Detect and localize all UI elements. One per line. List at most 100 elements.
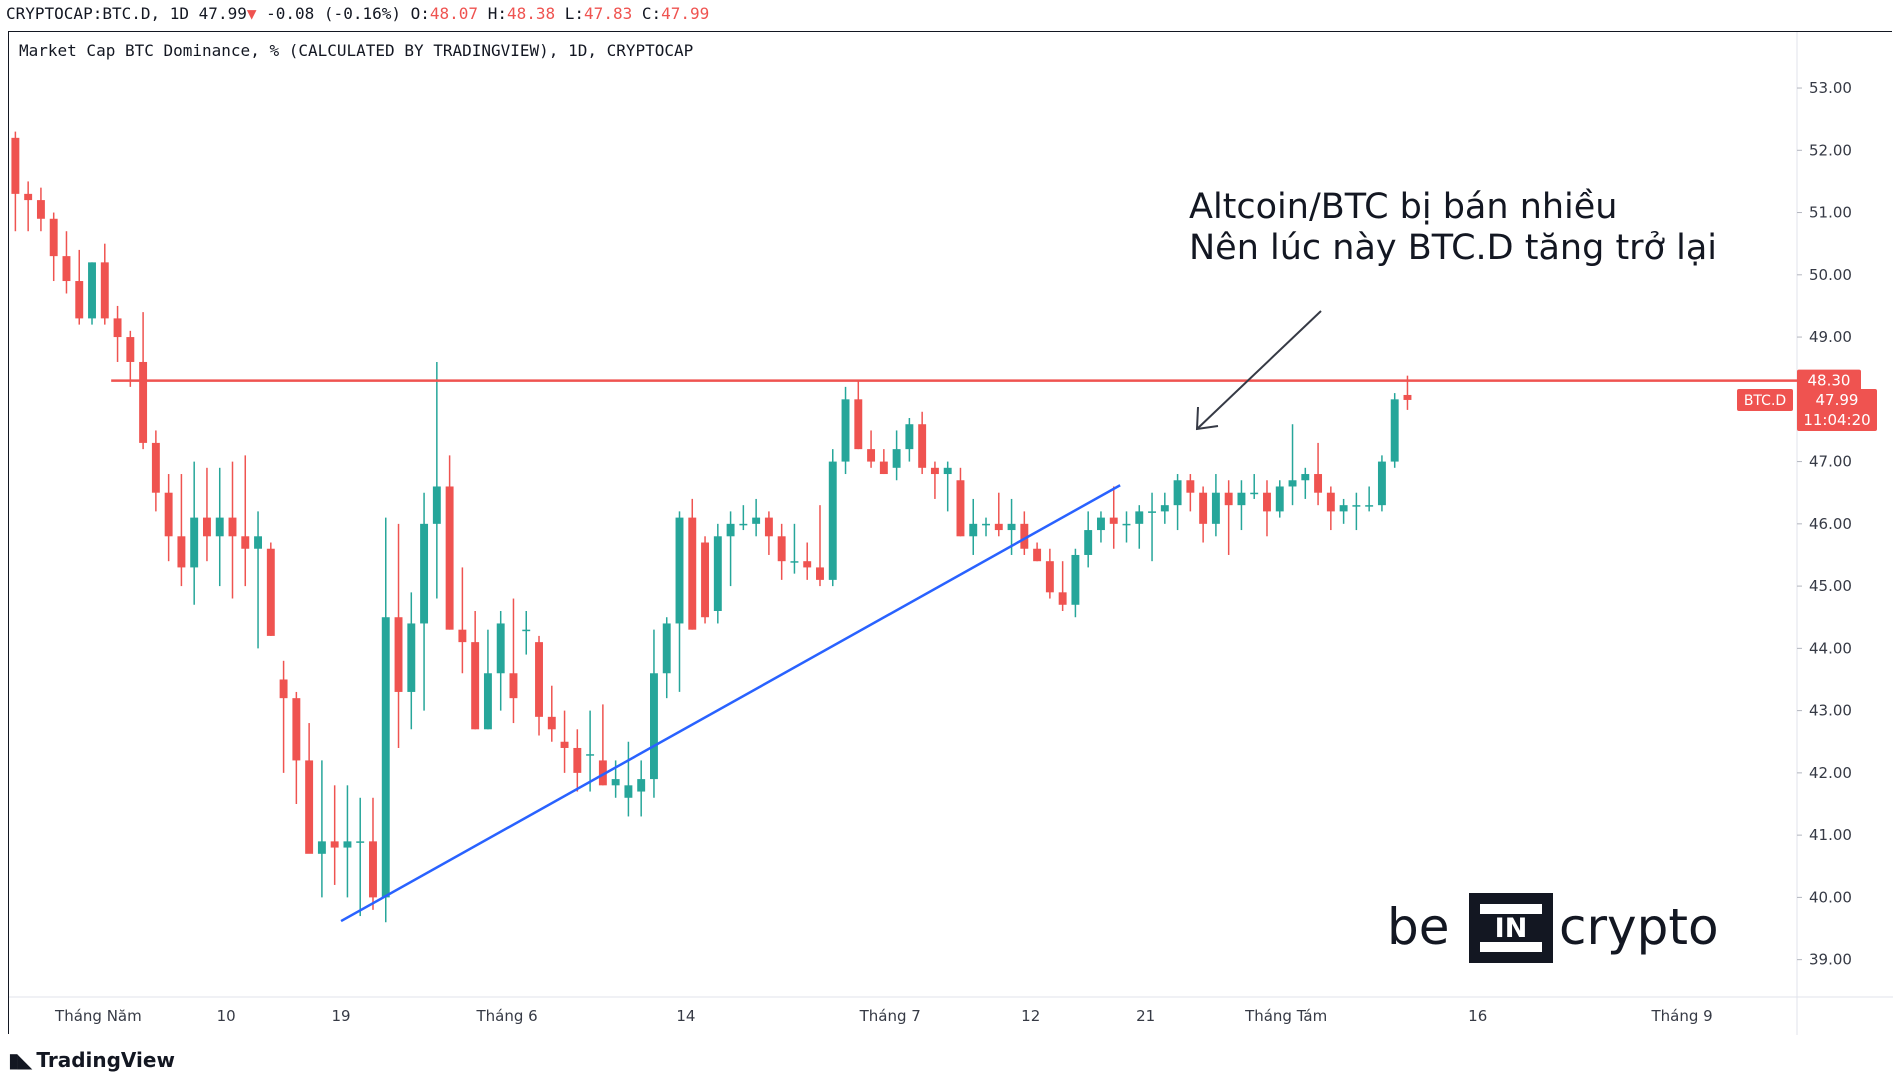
candle-body — [560, 741, 569, 748]
high-label: H: — [487, 4, 507, 23]
price-chart[interactable]: Market Cap BTC Dominance, % (CALCULATED … — [9, 32, 1893, 1035]
candle-body — [279, 679, 288, 699]
symbol-name[interactable]: CRYPTOCAP:BTC.D, — [6, 4, 161, 23]
close-label: C: — [641, 4, 662, 23]
x-tick-label: 21 — [1136, 1007, 1155, 1025]
watermark-be: be — [1387, 898, 1450, 956]
candle-body — [100, 262, 109, 319]
candle-body — [164, 492, 173, 537]
candle-body — [126, 337, 135, 362]
x-tick-label: Tháng Tám — [1244, 1007, 1327, 1025]
candle-body — [305, 760, 314, 854]
candle-body — [918, 424, 927, 468]
candle-body — [202, 517, 211, 537]
annotation[interactable]: Altcoin/BTC bị bán nhiều Nên lúc này BTC… — [1189, 187, 1717, 431]
candle-body — [1096, 517, 1105, 531]
candle-body — [113, 318, 122, 338]
candle-body — [432, 486, 441, 524]
y-tick-label: 45.00 — [1809, 577, 1852, 595]
candle-body — [1020, 523, 1029, 549]
candle-body — [483, 673, 492, 730]
candle-body — [266, 548, 275, 636]
interval-label[interactable]: 1D — [169, 4, 190, 23]
series-title: Market Cap BTC Dominance, % (CALCULATED … — [19, 41, 693, 60]
candle-body — [611, 779, 620, 786]
candle-body — [1199, 492, 1208, 524]
candle-body — [969, 523, 978, 537]
candle-body — [1084, 530, 1093, 555]
candle-body — [62, 256, 71, 282]
candle-body — [879, 461, 888, 475]
chart-frame[interactable]: Market Cap BTC Dominance, % (CALCULATED … — [8, 31, 1893, 1035]
candle-body — [1071, 554, 1080, 605]
candle-body — [1122, 523, 1131, 526]
x-tick-label: 14 — [676, 1007, 695, 1025]
candle-body — [522, 629, 531, 632]
candle-body — [1352, 505, 1361, 507]
chart-background — [9, 32, 1893, 1035]
candle-body — [420, 523, 429, 624]
open-label: O: — [410, 4, 430, 23]
candle-body — [1135, 511, 1144, 524]
y-tick-label: 52.00 — [1809, 141, 1852, 159]
candle-body — [1033, 548, 1042, 562]
support-line[interactable] — [340, 484, 1121, 923]
candle-body — [1403, 394, 1412, 400]
x-tick-label: Tháng 6 — [475, 1007, 537, 1025]
annotation-line-1: Altcoin/BTC bị bán nhiều — [1189, 187, 1618, 227]
candle-body — [790, 561, 799, 563]
y-tick-label: 49.00 — [1809, 328, 1852, 346]
low-label: L: — [564, 4, 585, 23]
candle-body — [445, 486, 454, 630]
candle-body — [241, 536, 250, 549]
y-tick-label: 47.00 — [1809, 453, 1852, 471]
candle-body — [1250, 492, 1259, 495]
x-tick-label: Tháng 7 — [859, 1007, 921, 1025]
tradingview-footer[interactable]: ▮◣ TradingView — [8, 1048, 175, 1072]
y-tick-label: 44.00 — [1809, 639, 1852, 657]
candle-body — [11, 137, 20, 194]
y-tick-label: 53.00 — [1809, 79, 1852, 97]
candle-body — [1377, 461, 1386, 506]
candle-body — [1109, 517, 1118, 524]
candle-body — [713, 536, 722, 611]
candle-body — [624, 785, 633, 798]
x-tick-label: Tháng 9 — [1650, 1007, 1712, 1025]
candle-body — [675, 517, 684, 624]
candle-body — [317, 841, 326, 854]
candle-body — [739, 523, 748, 526]
candle-body — [1314, 474, 1323, 493]
symbol-header: CRYPTOCAP:BTC.D, 1D 47.99▼ -0.08 (-0.16%… — [6, 4, 709, 23]
candle-body — [764, 517, 773, 537]
candle-body — [994, 523, 1003, 531]
candle-body — [177, 536, 186, 568]
candle-body — [254, 536, 263, 549]
candle-body — [701, 542, 710, 618]
x-axis[interactable]: Tháng Năm 10 19 Tháng 6 14 Tháng 7 12 21 Tháng T… — [54, 1007, 1713, 1025]
candle-body — [816, 567, 824, 580]
candle-body — [982, 523, 990, 526]
high-value: 48.38 — [506, 4, 556, 23]
y-tick-label: 50.00 — [1809, 266, 1852, 284]
candle-body — [139, 361, 148, 443]
candle-body — [1186, 480, 1195, 493]
candle-body — [471, 642, 480, 730]
annotation-arrow — [1196, 310, 1322, 430]
candle-body — [637, 779, 646, 792]
resistance-tag-bg — [1797, 369, 1861, 392]
last-price-tag: 47.99 — [1816, 391, 1859, 409]
candle-body — [1288, 480, 1297, 487]
tradingview-logo-icon: ▮◣ — [8, 1048, 32, 1072]
candle-body — [458, 629, 467, 643]
trendlines[interactable] — [111, 379, 1797, 923]
low-value: 47.83 — [584, 4, 633, 23]
candle-body — [49, 218, 58, 257]
candle-body — [509, 673, 518, 699]
down-arrow-icon: ▼ — [246, 4, 257, 23]
x-tick-label: 10 — [217, 1007, 236, 1025]
last-price: 47.99 — [198, 4, 247, 23]
candle-body — [841, 399, 850, 462]
close-value: 47.99 — [661, 4, 710, 23]
candle-body — [1301, 474, 1310, 481]
candle-body — [1365, 505, 1374, 507]
